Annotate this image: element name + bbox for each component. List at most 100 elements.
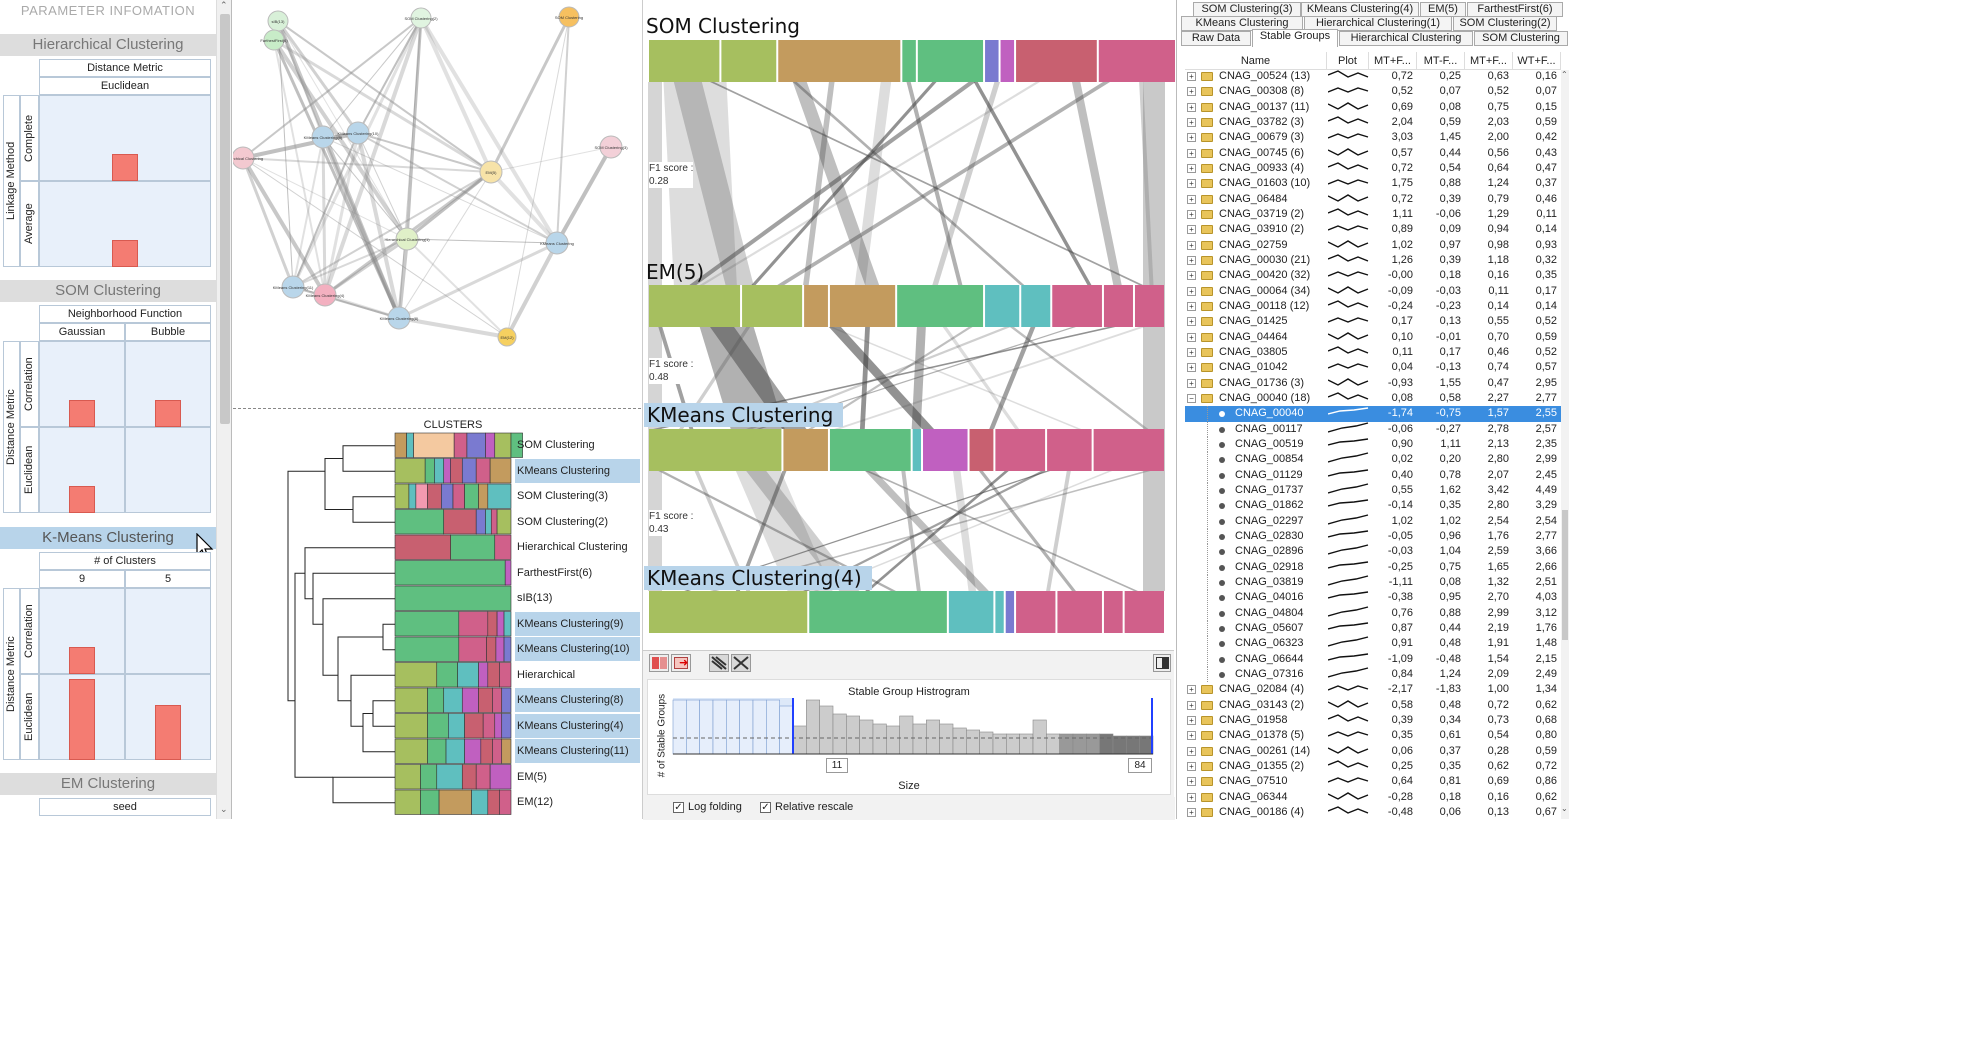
em-header[interactable]: EM Clustering xyxy=(0,773,216,795)
histogram-bar[interactable] xyxy=(766,699,780,755)
histogram-bar[interactable] xyxy=(1112,735,1127,755)
sankey-flow[interactable] xyxy=(906,82,963,285)
sankey-flow[interactable] xyxy=(901,471,921,591)
sankey-cluster-node[interactable] xyxy=(649,429,782,471)
sankey-cluster-node[interactable] xyxy=(778,40,901,82)
histogram-bar[interactable] xyxy=(899,715,914,755)
histogram-bar[interactable] xyxy=(912,723,927,755)
tree-row[interactable]: CNAG_03819 -1,11 0,08 1,32 2,51 xyxy=(1185,574,1561,590)
histogram-bar[interactable] xyxy=(1126,735,1140,755)
sankey-flow[interactable] xyxy=(808,327,973,429)
sankey-flow[interactable] xyxy=(694,471,751,591)
dendrogram-row-label[interactable]: KMeans Clustering xyxy=(515,458,640,483)
level-title[interactable]: KMeans Clustering xyxy=(644,403,844,427)
sankey-flow[interactable] xyxy=(813,471,1113,591)
tree-row[interactable]: CNAG_02896 -0,03 1,04 2,59 3,66 xyxy=(1185,544,1561,560)
sankey-cluster-node[interactable] xyxy=(1098,40,1175,82)
tree-row[interactable]: + CNAG_02759 1,02 0,97 0,98 0,93 xyxy=(1185,238,1561,253)
histogram-bar[interactable] xyxy=(1006,733,1020,755)
sankey-cluster-node[interactable] xyxy=(1021,285,1051,327)
expand-icon[interactable]: + xyxy=(1187,700,1196,710)
param-plot[interactable] xyxy=(125,341,211,427)
dendrogram-row-label[interactable]: KMeans Clustering(8) xyxy=(515,688,640,712)
tree-row[interactable]: + CNAG_03719 (2) 1,11 -0,06 1,29 0,11 xyxy=(1185,207,1561,222)
tree-row[interactable]: + CNAG_00933 (4) 0,72 0,54 0,64 0,47 xyxy=(1185,161,1561,176)
kmeans-header[interactable]: K-Means Clustering xyxy=(0,527,216,549)
param-plot[interactable] xyxy=(39,181,211,267)
expand-icon[interactable]: + xyxy=(1187,210,1196,219)
sankey-flow[interactable] xyxy=(663,82,737,285)
sankey-flow[interactable] xyxy=(942,327,1020,429)
tree-row[interactable]: + CNAG_02084 (4) -2,17 -1,83 1,00 1,34 xyxy=(1185,682,1561,697)
sankey-flow[interactable] xyxy=(710,82,1144,285)
sankey-cluster-node[interactable] xyxy=(1103,591,1123,633)
sankey-cluster-node[interactable] xyxy=(1052,285,1102,327)
histogram-bar[interactable] xyxy=(872,723,887,755)
sankey-cluster-node[interactable] xyxy=(783,429,828,471)
network-node[interactable] xyxy=(497,327,517,347)
tree-row[interactable]: CNAG_02297 1,02 1,02 2,54 2,54 xyxy=(1185,513,1561,529)
histogram-bar[interactable] xyxy=(752,699,767,755)
sankey-cluster-node[interactable] xyxy=(829,285,896,327)
sankey-cluster-node[interactable] xyxy=(917,40,984,82)
sankey-flow[interactable] xyxy=(658,471,896,591)
expand-icon[interactable]: + xyxy=(1187,164,1196,173)
sankey-cluster-node[interactable] xyxy=(1093,429,1164,471)
tree-row[interactable]: CNAG_02830 -0,05 0,96 1,76 2,77 xyxy=(1185,528,1561,544)
tree-row[interactable]: + CNAG_01042 0,04 -0,13 0,74 0,57 xyxy=(1185,360,1561,375)
param-plot[interactable] xyxy=(39,588,125,674)
tree-row[interactable]: + CNAG_00420 (32) -0,00 0,18 0,16 0,35 xyxy=(1185,268,1561,283)
tab-1[interactable]: Stable Groups xyxy=(1252,29,1338,47)
export-button[interactable]: ➜ xyxy=(671,654,691,672)
dendrogram-row-label[interactable]: EM(12) xyxy=(517,796,554,808)
sankey-flow[interactable] xyxy=(953,471,977,591)
dendrogram-row-label[interactable]: KMeans Clustering(4) xyxy=(515,713,640,738)
sankey-flow[interactable] xyxy=(989,327,1036,429)
tree-row[interactable]: + CNAG_01355 (2) 0,25 0,35 0,62 0,72 xyxy=(1185,759,1561,774)
sankey-flow[interactable] xyxy=(699,82,1040,285)
expand-icon[interactable]: + xyxy=(1187,148,1196,158)
tree-row[interactable]: + CNAG_00308 (8) 0,52 0,07 0,52 0,07 xyxy=(1185,84,1561,99)
histogram-bar[interactable] xyxy=(1086,733,1100,755)
tree-row[interactable]: + CNAG_03805 0,11 0,17 0,46 0,52 xyxy=(1185,345,1561,360)
sankey-cluster-node[interactable] xyxy=(897,285,984,327)
network-node[interactable] xyxy=(311,125,335,149)
network-node[interactable] xyxy=(395,227,419,251)
histogram-bar[interactable] xyxy=(952,727,967,755)
scroll-down-icon[interactable]: ⌄ xyxy=(220,804,228,814)
tree-row[interactable]: + CNAG_06344 -0,28 0,18 0,16 0,62 xyxy=(1185,790,1561,805)
tab-2[interactable]: Hierarchical Clustering xyxy=(1339,31,1473,46)
sankey-flow[interactable] xyxy=(792,82,1025,285)
tree-row[interactable]: CNAG_06644 -1,09 -0,48 1,54 2,15 xyxy=(1185,651,1561,667)
tree-row[interactable]: + CNAG_00524 (13) 0,72 0,25 0,63 0,16 xyxy=(1185,69,1561,84)
expand-icon[interactable]: + xyxy=(1187,332,1196,342)
tree-row[interactable]: + CNAG_03143 (2) 0,58 0,48 0,72 0,62 xyxy=(1185,698,1561,713)
sankey-flow[interactable] xyxy=(978,471,1076,591)
sankey-flow[interactable] xyxy=(689,82,976,285)
column-header[interactable]: Name xyxy=(1185,52,1327,70)
dendrogram-row-label[interactable]: SOM Clustering(2) xyxy=(517,515,609,528)
sankey-diagram[interactable] xyxy=(643,0,1175,650)
network-node[interactable] xyxy=(387,306,411,330)
dendrogram-row-label[interactable]: EM(5) xyxy=(517,770,547,783)
sankey-flow[interactable] xyxy=(735,471,787,591)
sankey-cluster-node[interactable] xyxy=(804,285,828,327)
tree-row[interactable]: CNAG_04804 0,76 0,88 2,99 3,12 xyxy=(1185,605,1561,621)
histogram-bar[interactable] xyxy=(1046,733,1060,755)
tree-row[interactable]: + CNAG_00261 (14) 0,06 0,37 0,28 0,59 xyxy=(1185,744,1561,759)
param-plot[interactable] xyxy=(39,95,211,181)
sankey-flow[interactable] xyxy=(865,471,1009,591)
tree-row[interactable]: + CNAG_00186 (4) -0,48 0,06 0,13 0,67 xyxy=(1185,805,1561,820)
sankey-cluster-node[interactable] xyxy=(985,40,999,82)
sankey-flow[interactable] xyxy=(1143,82,1165,591)
dendrogram-row-label[interactable]: KMeans Clustering(11) xyxy=(515,739,640,763)
tree-row[interactable]: CNAG_04016 -0,38 0,95 2,70 4,03 xyxy=(1185,590,1561,606)
histogram-bar[interactable] xyxy=(699,699,714,755)
right-scrollbar[interactable]: ⌃ ⌄ xyxy=(1561,70,1569,819)
param-plot[interactable] xyxy=(125,588,211,674)
expand-icon[interactable]: + xyxy=(1187,102,1196,112)
tree-row[interactable]: + CNAG_01736 (3) -0,93 1,55 0,47 2,95 xyxy=(1185,376,1561,391)
sankey-view[interactable]: SOM Clustering EM(5) KMeans Clustering K… xyxy=(642,0,1175,650)
tree-row[interactable]: + CNAG_03910 (2) 0,89 0,09 0,94 0,14 xyxy=(1185,222,1561,237)
sankey-cluster-node[interactable] xyxy=(649,591,808,633)
